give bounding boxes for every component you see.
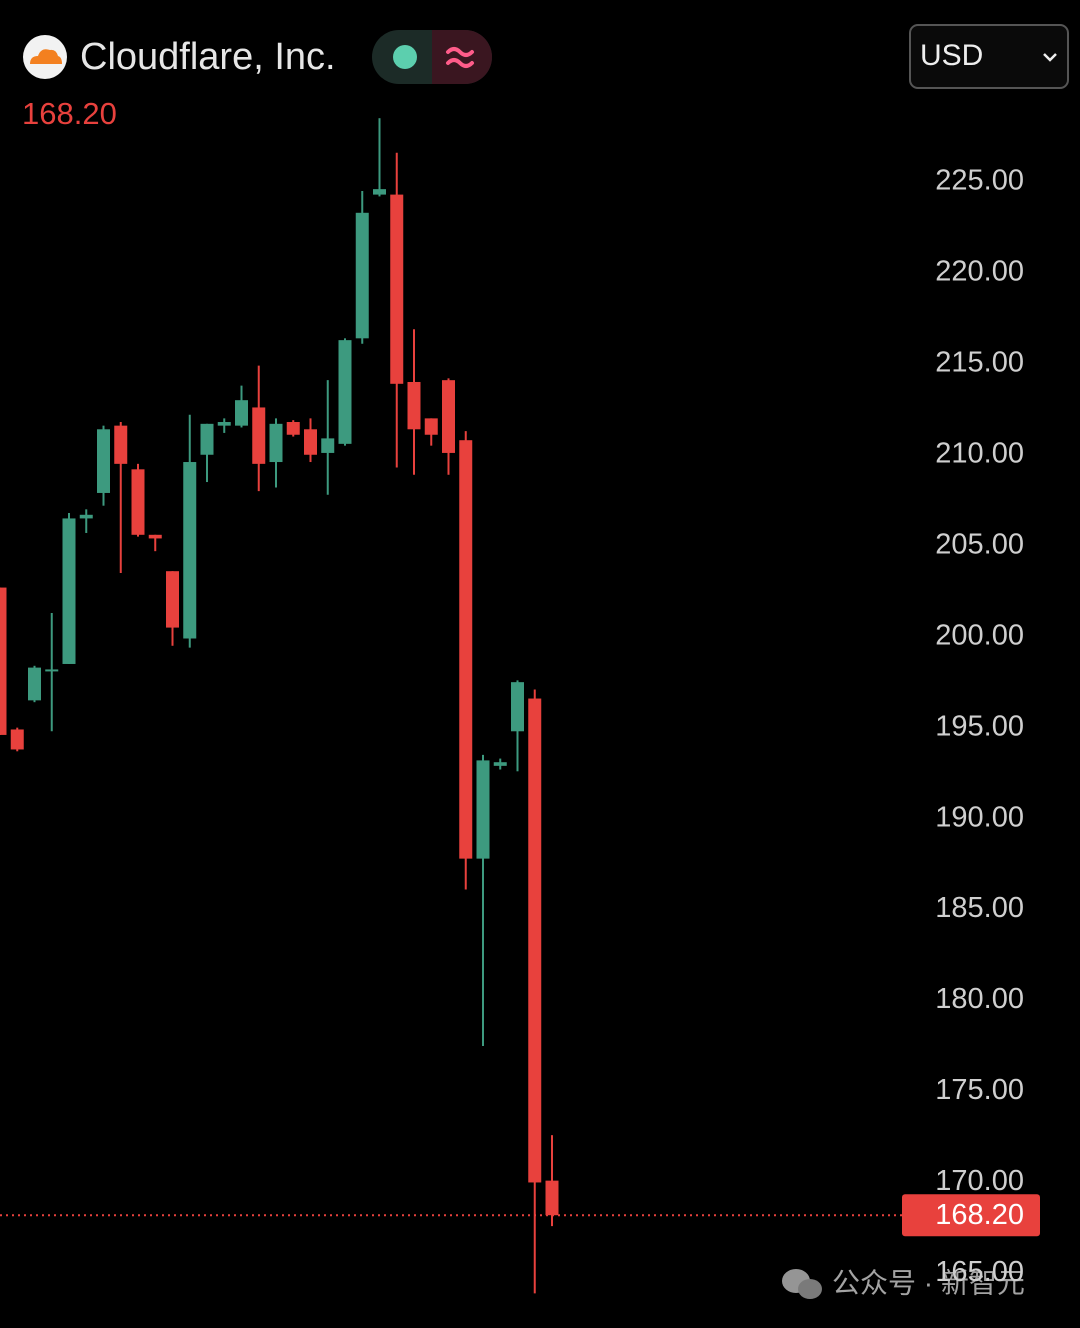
header-price: 168.20: [22, 96, 117, 131]
status-toggle[interactable]: [372, 30, 492, 84]
y-tick-label: 220.00: [935, 255, 1024, 287]
y-tick-label: 200.00: [935, 619, 1024, 651]
y-tick-label: 205.00: [935, 528, 1024, 560]
status-dot: [393, 45, 417, 69]
watermark-text: 公众号 · 新智元: [832, 1267, 1025, 1298]
candle-body: [45, 669, 59, 672]
candle-body: [28, 667, 41, 701]
watermark: 公众号 · 新智元: [782, 1267, 1025, 1299]
candle-body: [355, 212, 369, 339]
select-box: [909, 24, 1069, 89]
wechat-icon: [798, 1279, 822, 1299]
candle-body: [148, 534, 162, 539]
y-tick-label: 165.00: [935, 1256, 1024, 1288]
candle-body: [407, 381, 421, 430]
y-tick-label: 225.00: [935, 165, 1024, 197]
currency-label: USD: [920, 39, 983, 72]
candle-body: [493, 762, 507, 766]
candle-body: [528, 698, 542, 1183]
company-name: Cloudflare, Inc.: [80, 36, 336, 78]
y-tick-label: 195.00: [935, 710, 1024, 742]
chevron: [1043, 53, 1057, 62]
candle-body: [338, 340, 352, 444]
candle-body: [252, 407, 266, 464]
logo-cloud: [30, 49, 62, 64]
y-tick-label: 210.00: [935, 437, 1024, 469]
candle-body: [390, 194, 404, 384]
approx-icon: [446, 47, 474, 68]
candle-body: [269, 423, 283, 463]
candle-body: [131, 469, 145, 535]
candle-body: [511, 682, 524, 732]
toggle-right: [432, 30, 492, 84]
candle-body: [62, 518, 76, 664]
currency-select[interactable]: USD: [909, 24, 1069, 89]
candle-body: [79, 514, 93, 519]
last-price-label: 168.20: [935, 1199, 1024, 1231]
candle-body: [424, 418, 438, 435]
candle-body: [10, 729, 24, 750]
candle-body: [235, 400, 248, 426]
candle-body: [217, 422, 231, 426]
candle-body: [183, 462, 197, 639]
candle-body: [476, 760, 490, 859]
y-tick-label: 215.00: [935, 346, 1024, 378]
y-tick-label: 175.00: [935, 1074, 1024, 1106]
candle-body: [373, 189, 386, 195]
y-tick-label: 190.00: [935, 801, 1024, 833]
candle-body: [321, 438, 335, 453]
candle-body: [166, 571, 179, 628]
candle-body: [200, 423, 214, 455]
y-tick-label: 185.00: [935, 892, 1024, 924]
last-price-box: [902, 1194, 1040, 1237]
candle-body: [114, 425, 128, 464]
candle-body: [304, 429, 317, 455]
candle-body: [459, 440, 473, 859]
candle-body: [442, 380, 455, 453]
candle-body: [97, 429, 110, 493]
candle-body: [0, 587, 7, 735]
y-tick-label: 170.00: [935, 1165, 1024, 1197]
candle-body: [286, 422, 300, 435]
candle-body: [545, 1180, 559, 1216]
y-tick-label: 180.00: [935, 983, 1024, 1015]
plot: 165.00 170.00 175.00 180.00 185.00 190.00 195.…: [0, 118, 1040, 1294]
